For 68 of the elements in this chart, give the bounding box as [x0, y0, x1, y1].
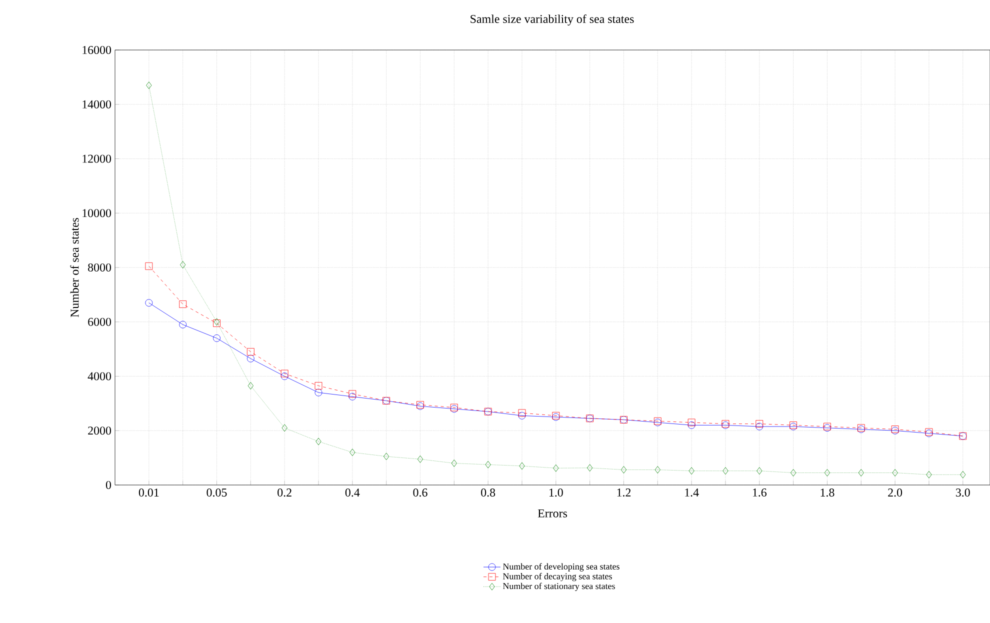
x-tick-label: 0.4 — [345, 488, 360, 497]
point — [654, 466, 660, 474]
point — [858, 469, 864, 476]
point — [314, 382, 322, 390]
legend-label: Number of stationary sea states — [502, 582, 615, 591]
point — [620, 466, 627, 474]
point — [246, 354, 254, 362]
point — [146, 82, 152, 90]
point — [553, 464, 559, 472]
y-tick-label: 8000 — [88, 263, 112, 272]
point — [485, 460, 491, 468]
y-axis-title: Number of sea states — [70, 218, 79, 318]
x-tick-label: 1.6 — [752, 488, 767, 497]
point — [518, 409, 526, 417]
y-tick-label: 6000 — [88, 318, 112, 326]
point — [213, 334, 220, 342]
x-tick-label: 0.05 — [206, 488, 227, 497]
point — [926, 470, 932, 478]
point — [688, 467, 694, 475]
chart-title: Samle size variability of sea states — [470, 14, 634, 26]
y-tick-label: 12000 — [82, 154, 112, 163]
point — [248, 382, 254, 390]
point — [722, 467, 728, 475]
x-tick-label: 2.0 — [888, 488, 902, 497]
x-tick-label: 1.0 — [549, 488, 563, 497]
x-tick-label: 0.01 — [138, 488, 159, 497]
point — [519, 462, 525, 470]
point — [417, 455, 424, 463]
legend-label: Number of decaying sea states — [502, 572, 612, 582]
y-tick-label: 2000 — [88, 426, 112, 435]
point — [348, 392, 356, 400]
point — [179, 300, 187, 308]
point — [451, 460, 457, 467]
y-tick-label: 4000 — [88, 372, 112, 380]
point — [348, 390, 356, 398]
point — [314, 388, 322, 396]
point — [282, 424, 288, 432]
point — [756, 467, 762, 475]
point — [756, 420, 764, 428]
point — [756, 422, 764, 430]
point — [246, 348, 254, 356]
point — [179, 320, 187, 328]
point — [688, 418, 696, 426]
point — [384, 452, 390, 460]
point — [350, 448, 356, 456]
x-tick-label: 0.6 — [413, 488, 428, 497]
y-tick-label: 10000 — [82, 209, 112, 218]
point — [790, 469, 796, 476]
point — [180, 261, 186, 268]
point — [960, 470, 966, 478]
x-tick-label: 3.0 — [956, 488, 970, 497]
point — [145, 299, 153, 307]
x-tick-label: 0.8 — [481, 488, 496, 497]
legend-label: Number of developing sea states — [502, 563, 620, 572]
y-tick-label: 0 — [106, 480, 112, 490]
x-tick-label: 1.2 — [617, 488, 631, 497]
point — [280, 370, 288, 378]
point — [892, 469, 898, 476]
x-tick-label: 1.4 — [685, 488, 699, 497]
y-tick-label: 14000 — [82, 100, 112, 108]
point — [587, 464, 593, 472]
x-tick-label: 1.8 — [820, 488, 834, 497]
point — [316, 438, 322, 446]
point — [145, 262, 153, 270]
point — [824, 469, 830, 476]
x-tick-label: 0.2 — [278, 488, 292, 497]
y-tick-label: 16000 — [82, 46, 112, 54]
x-axis-title: Errors — [538, 509, 568, 518]
